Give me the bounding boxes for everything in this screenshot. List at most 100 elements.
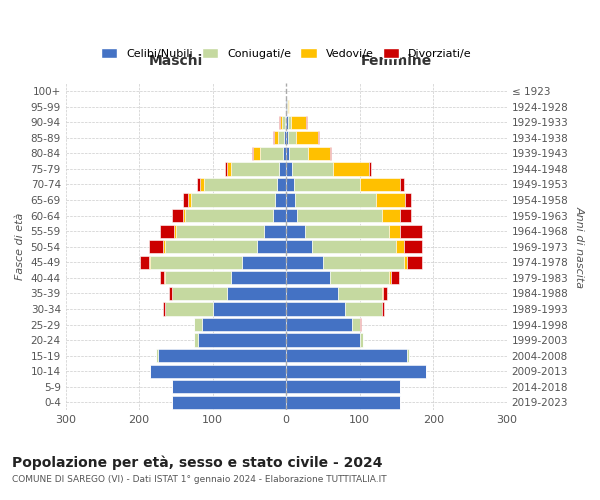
Bar xyxy=(292,162,332,175)
Bar xyxy=(200,178,204,191)
Bar xyxy=(292,116,306,129)
Bar xyxy=(257,240,286,254)
Text: Popolazione per età, sesso e stato civile - 2024: Popolazione per età, sesso e stato civil… xyxy=(12,455,383,469)
Bar xyxy=(227,287,286,300)
Bar xyxy=(176,224,264,238)
Bar xyxy=(191,194,275,206)
Bar xyxy=(204,178,277,191)
Bar xyxy=(286,318,352,331)
Bar xyxy=(286,380,400,394)
Bar xyxy=(286,224,305,238)
Bar xyxy=(185,209,273,222)
Bar xyxy=(286,194,295,206)
Bar xyxy=(202,318,286,331)
Bar xyxy=(194,334,198,346)
Bar xyxy=(400,209,411,222)
Bar xyxy=(274,131,278,144)
Bar xyxy=(286,302,345,316)
Bar xyxy=(280,116,282,129)
Legend: Celibi/Nubili, Coniugati/e, Vedovi/e, Divorziati/e: Celibi/Nubili, Coniugati/e, Vedovi/e, Di… xyxy=(96,43,476,63)
Bar xyxy=(293,178,360,191)
Bar xyxy=(352,318,360,331)
Y-axis label: Anni di nascita: Anni di nascita xyxy=(575,206,585,288)
Bar xyxy=(172,209,183,222)
Bar xyxy=(158,349,286,362)
Bar xyxy=(163,240,165,254)
Bar xyxy=(278,131,284,144)
Bar xyxy=(360,334,364,346)
Bar xyxy=(286,100,287,114)
Bar xyxy=(287,100,289,114)
Bar xyxy=(296,131,318,144)
Bar xyxy=(283,147,286,160)
Bar xyxy=(227,162,231,175)
Bar xyxy=(251,147,253,160)
Bar xyxy=(150,256,242,269)
Bar xyxy=(400,224,422,238)
Bar xyxy=(194,318,202,331)
Bar xyxy=(397,240,404,254)
Bar xyxy=(286,116,287,129)
Bar xyxy=(175,224,176,238)
Bar xyxy=(289,131,296,144)
Bar xyxy=(160,272,164,284)
Bar xyxy=(382,209,400,222)
Bar xyxy=(212,302,286,316)
Bar xyxy=(149,256,150,269)
Bar xyxy=(156,349,158,362)
Bar xyxy=(172,396,286,409)
Bar xyxy=(338,287,382,300)
Bar xyxy=(360,178,400,191)
Bar xyxy=(150,364,286,378)
Bar xyxy=(360,318,361,331)
Bar xyxy=(165,272,231,284)
Bar xyxy=(172,287,227,300)
Bar xyxy=(286,131,289,144)
Bar xyxy=(404,256,407,269)
Bar xyxy=(332,162,369,175)
Bar xyxy=(169,287,172,300)
Bar xyxy=(407,349,409,362)
Bar xyxy=(345,302,382,316)
Bar xyxy=(279,116,280,129)
Bar xyxy=(286,240,312,254)
Bar xyxy=(286,272,331,284)
Bar xyxy=(149,240,163,254)
Bar xyxy=(172,380,286,394)
Bar xyxy=(404,240,422,254)
Bar xyxy=(318,131,319,144)
Text: COMUNE DI SAREGO (VI) - Dati ISTAT 1° gennaio 2024 - Elaborazione TUTTITALIA.IT: COMUNE DI SAREGO (VI) - Dati ISTAT 1° ge… xyxy=(12,475,386,484)
Bar xyxy=(160,224,175,238)
Bar xyxy=(376,194,405,206)
Bar xyxy=(188,194,191,206)
Bar xyxy=(140,256,149,269)
Bar xyxy=(182,194,188,206)
Text: Maschi: Maschi xyxy=(149,54,203,68)
Bar xyxy=(231,272,286,284)
Bar xyxy=(405,194,411,206)
Bar xyxy=(329,147,331,160)
Bar xyxy=(286,162,292,175)
Bar xyxy=(284,131,286,144)
Bar xyxy=(286,256,323,269)
Bar xyxy=(383,287,387,300)
Bar xyxy=(391,272,398,284)
Bar xyxy=(163,302,165,316)
Bar xyxy=(286,396,400,409)
Bar xyxy=(165,302,212,316)
Bar xyxy=(286,147,289,160)
Bar xyxy=(306,116,307,129)
Bar xyxy=(369,162,371,175)
Bar xyxy=(289,147,308,160)
Bar xyxy=(407,256,422,269)
Bar xyxy=(260,147,283,160)
Bar xyxy=(323,256,404,269)
Bar xyxy=(305,224,389,238)
Bar xyxy=(286,364,426,378)
Bar xyxy=(389,272,391,284)
Bar xyxy=(286,334,360,346)
Bar xyxy=(331,272,389,284)
Y-axis label: Fasce di età: Fasce di età xyxy=(15,213,25,280)
Text: Femmine: Femmine xyxy=(361,54,432,68)
Bar xyxy=(282,116,285,129)
